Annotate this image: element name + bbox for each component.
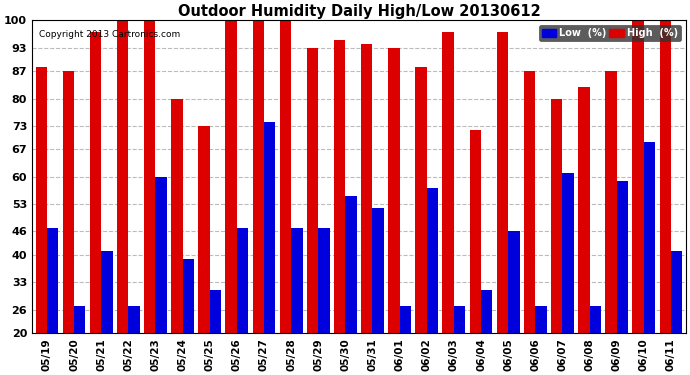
Legend: Low  (%), High  (%): Low (%), High (%) <box>539 25 681 41</box>
Bar <box>605 71 617 333</box>
Bar <box>101 251 112 333</box>
Bar <box>660 20 671 333</box>
Bar <box>318 228 330 333</box>
Bar <box>454 306 465 333</box>
Text: Copyright 2013 Cartronics.com: Copyright 2013 Cartronics.com <box>39 30 180 39</box>
Bar <box>361 44 373 333</box>
Title: Outdoor Humidity Daily High/Low 20130612: Outdoor Humidity Daily High/Low 20130612 <box>177 4 540 19</box>
Bar <box>562 173 574 333</box>
Bar <box>388 48 400 333</box>
Bar <box>551 99 562 333</box>
Bar <box>155 177 167 333</box>
Bar <box>497 32 508 333</box>
Bar <box>644 141 655 333</box>
Bar <box>578 87 589 333</box>
Bar <box>144 20 155 333</box>
Bar <box>426 189 438 333</box>
Bar <box>535 306 546 333</box>
Bar <box>400 306 411 333</box>
Bar <box>74 306 86 333</box>
Bar <box>264 122 275 333</box>
Bar <box>90 32 101 333</box>
Bar <box>63 71 74 333</box>
Bar <box>415 67 426 333</box>
Bar <box>481 290 493 333</box>
Bar <box>183 259 194 333</box>
Bar <box>226 20 237 333</box>
Bar <box>198 126 210 333</box>
Bar <box>373 208 384 333</box>
Bar <box>524 71 535 333</box>
Bar <box>253 20 264 333</box>
Bar <box>508 231 520 333</box>
Bar <box>307 48 318 333</box>
Bar <box>291 228 302 333</box>
Bar <box>346 196 357 333</box>
Bar <box>442 32 454 333</box>
Bar <box>117 20 128 333</box>
Bar <box>128 306 140 333</box>
Bar <box>589 306 601 333</box>
Bar <box>47 228 59 333</box>
Bar <box>334 40 346 333</box>
Bar <box>671 251 682 333</box>
Bar <box>171 99 183 333</box>
Bar <box>470 130 481 333</box>
Bar <box>617 181 628 333</box>
Bar <box>237 228 248 333</box>
Bar <box>633 20 644 333</box>
Bar <box>210 290 221 333</box>
Bar <box>36 67 47 333</box>
Bar <box>279 20 291 333</box>
